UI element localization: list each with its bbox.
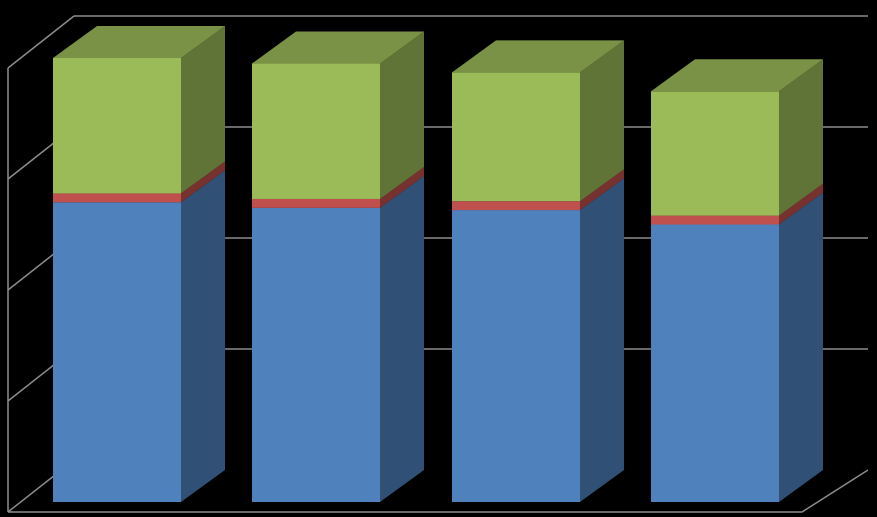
bar-side-face: [380, 166, 424, 208]
bar-side-face: [580, 169, 624, 211]
bar-top-face: [53, 26, 225, 58]
bar-top-face: [651, 59, 823, 92]
bar-segment: [252, 198, 380, 208]
bar-side-face: [779, 59, 823, 216]
bar-side-face: [779, 192, 823, 502]
bar-side-face: [380, 175, 424, 502]
bar-side-face: [380, 31, 424, 199]
bar-segment: [252, 63, 380, 199]
bar-segment: [452, 72, 580, 202]
bar-side-face: [580, 40, 624, 202]
bar-segment: [252, 207, 380, 502]
bar-side-face: [181, 161, 225, 203]
bar-side-face: [580, 178, 624, 502]
bar-segment: [53, 58, 181, 194]
bar-segment: [651, 91, 779, 216]
side-wall-gridline: [7, 15, 75, 69]
bar-top-face: [252, 31, 424, 64]
bar-segment: [53, 202, 181, 503]
bar-segment: [452, 201, 580, 211]
bar-segment: [651, 215, 779, 225]
bar-side-face: [181, 170, 225, 503]
floor-edge: [8, 469, 869, 513]
bar-side-face: [181, 26, 225, 194]
bar-segment: [53, 193, 181, 203]
bar-segment: [452, 210, 580, 502]
bar-top-face: [452, 40, 624, 73]
bar-side-face: [779, 183, 823, 225]
bar-segment: [651, 224, 779, 502]
